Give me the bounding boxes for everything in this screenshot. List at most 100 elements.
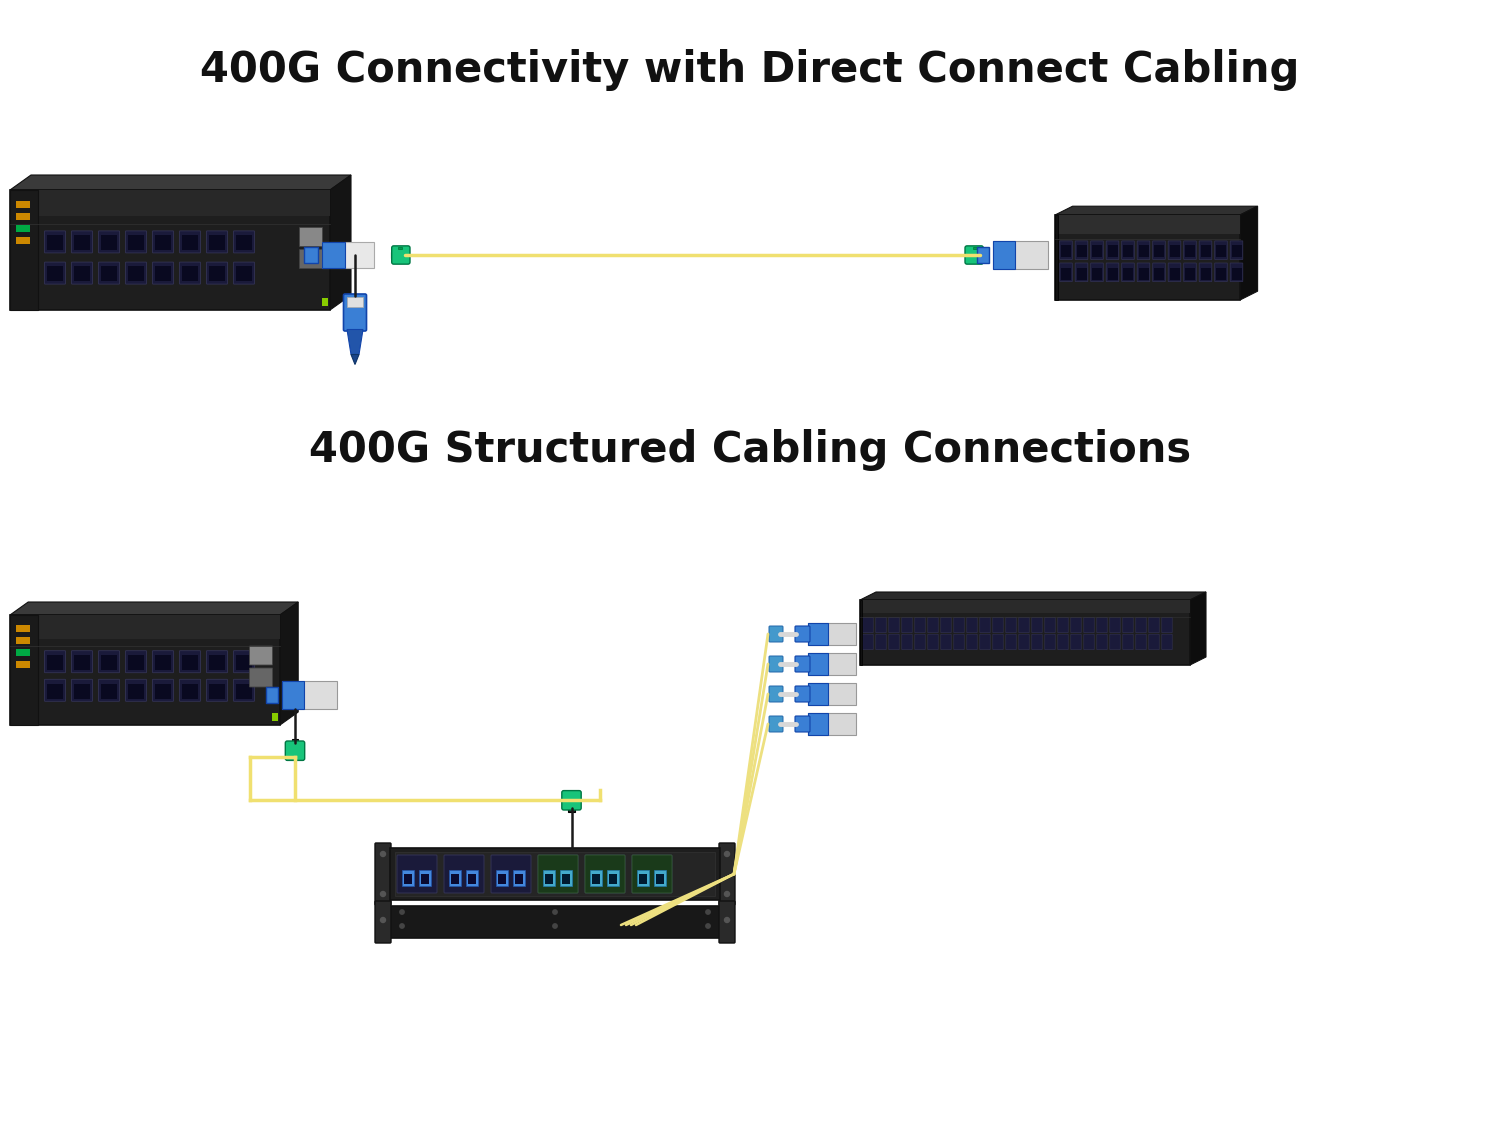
Bar [322, 242, 345, 268]
FancyBboxPatch shape [1122, 241, 1134, 260]
FancyBboxPatch shape [1162, 618, 1172, 632]
Polygon shape [10, 176, 351, 190]
Bar [236, 267, 252, 281]
FancyBboxPatch shape [1122, 263, 1134, 281]
Bar [1124, 268, 1132, 280]
FancyBboxPatch shape [1149, 634, 1160, 649]
Bar [128, 655, 144, 670]
Circle shape [400, 910, 404, 915]
Bar [346, 297, 363, 307]
Bar [272, 713, 278, 721]
FancyBboxPatch shape [1168, 241, 1180, 260]
FancyBboxPatch shape [770, 686, 783, 702]
Bar [808, 713, 856, 735]
Bar [1138, 245, 1149, 258]
Bar [182, 235, 198, 250]
FancyBboxPatch shape [1019, 634, 1029, 649]
FancyBboxPatch shape [153, 650, 174, 673]
Bar [1216, 268, 1225, 280]
Bar [1054, 215, 1058, 300]
FancyBboxPatch shape [207, 650, 228, 673]
FancyBboxPatch shape [490, 855, 531, 893]
FancyBboxPatch shape [980, 634, 990, 649]
FancyBboxPatch shape [968, 634, 976, 649]
FancyBboxPatch shape [915, 618, 926, 632]
FancyBboxPatch shape [1198, 241, 1212, 260]
Circle shape [554, 910, 556, 915]
Bar [100, 235, 117, 250]
FancyBboxPatch shape [1007, 618, 1016, 632]
Bar [590, 870, 602, 886]
Bar [128, 267, 144, 281]
FancyBboxPatch shape [234, 231, 255, 253]
FancyBboxPatch shape [940, 618, 951, 632]
FancyBboxPatch shape [1076, 241, 1088, 260]
FancyBboxPatch shape [1058, 618, 1068, 632]
Bar [592, 874, 600, 884]
FancyBboxPatch shape [1071, 618, 1082, 632]
Bar [322, 242, 374, 268]
Bar [1170, 245, 1179, 258]
Bar [46, 684, 63, 699]
FancyBboxPatch shape [538, 855, 578, 893]
FancyBboxPatch shape [993, 618, 1004, 632]
Polygon shape [280, 602, 298, 724]
Bar [100, 655, 117, 670]
FancyBboxPatch shape [1032, 618, 1042, 632]
FancyBboxPatch shape [538, 855, 578, 893]
FancyBboxPatch shape [1149, 618, 1160, 632]
Bar [1060, 268, 1071, 280]
Polygon shape [1054, 206, 1257, 215]
Polygon shape [266, 686, 278, 703]
Bar [16, 237, 30, 244]
Polygon shape [304, 248, 318, 263]
Bar [236, 235, 252, 250]
FancyBboxPatch shape [940, 634, 951, 649]
Circle shape [724, 852, 729, 856]
Bar [654, 870, 666, 886]
Circle shape [381, 852, 386, 856]
FancyBboxPatch shape [968, 618, 976, 632]
FancyBboxPatch shape [207, 231, 228, 253]
FancyBboxPatch shape [1152, 241, 1166, 260]
Text: 400G Structured Cabling Connections: 400G Structured Cabling Connections [309, 429, 1191, 471]
FancyBboxPatch shape [1019, 618, 1029, 632]
Bar [154, 267, 171, 281]
Bar [1138, 268, 1149, 280]
FancyBboxPatch shape [207, 262, 228, 285]
FancyBboxPatch shape [915, 634, 926, 649]
FancyBboxPatch shape [375, 843, 392, 904]
FancyBboxPatch shape [153, 262, 174, 285]
Bar [993, 241, 1048, 269]
Polygon shape [330, 176, 351, 310]
Bar [859, 600, 862, 665]
Bar [452, 874, 459, 884]
Bar [100, 267, 117, 281]
Bar [544, 874, 554, 884]
Bar [496, 870, 508, 886]
FancyBboxPatch shape [344, 294, 366, 331]
FancyBboxPatch shape [770, 626, 783, 642]
Bar [16, 624, 30, 631]
FancyBboxPatch shape [770, 656, 783, 672]
Bar [182, 684, 198, 699]
FancyBboxPatch shape [72, 231, 93, 253]
Bar [392, 252, 399, 258]
Bar [808, 652, 828, 675]
Bar [1185, 268, 1196, 280]
FancyBboxPatch shape [126, 680, 147, 701]
Circle shape [554, 924, 556, 928]
FancyBboxPatch shape [980, 618, 990, 632]
FancyBboxPatch shape [632, 855, 672, 893]
FancyBboxPatch shape [1230, 263, 1244, 281]
Bar [808, 713, 828, 735]
Bar [16, 201, 30, 208]
FancyBboxPatch shape [234, 262, 255, 285]
FancyBboxPatch shape [1032, 634, 1042, 649]
FancyBboxPatch shape [249, 668, 273, 687]
Bar [209, 655, 225, 670]
Bar [808, 683, 856, 705]
FancyBboxPatch shape [890, 618, 898, 632]
Bar [209, 235, 225, 250]
FancyBboxPatch shape [993, 634, 1004, 649]
